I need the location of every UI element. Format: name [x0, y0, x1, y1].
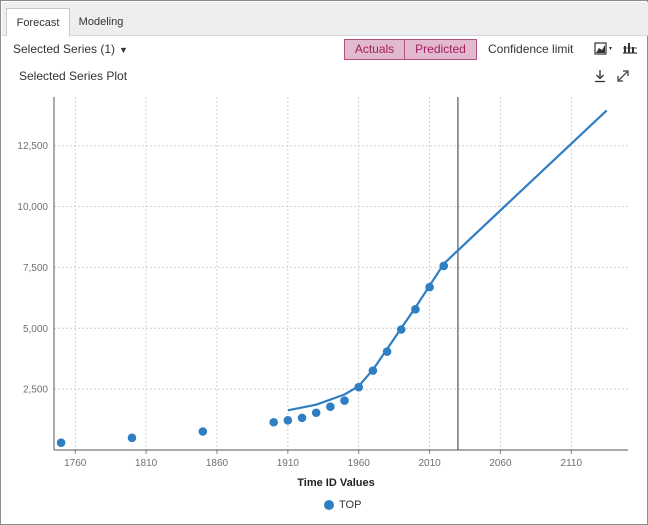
actual-data-point [269, 417, 278, 427]
predicted-series-line [287, 109, 608, 412]
x-tick-label: 1910 [277, 458, 300, 469]
x-tick-label: 1810 [135, 458, 158, 469]
actual-data-point [326, 402, 335, 411]
actuals-toggle[interactable]: Actuals [344, 39, 405, 60]
actual-data-point [340, 396, 349, 405]
actual-data-point [439, 261, 449, 271]
y-tick-label: 2,500 [23, 385, 48, 396]
tab-forecast[interactable]: Forecast [6, 8, 70, 37]
actual-data-point [425, 282, 434, 292]
x-tick-label: 2110 [561, 458, 583, 469]
y-tick-label: 10,000 [17, 202, 48, 213]
predicted-toggle[interactable]: Predicted [404, 39, 477, 60]
actual-data-point [56, 438, 66, 447]
series-selector[interactable]: Selected Series (1) ▼ [13, 42, 128, 56]
actual-data-point [283, 415, 293, 425]
chart-legend: TOP [324, 499, 361, 511]
legend-label-top: TOP [339, 499, 362, 511]
series-plot: 2,500 5,000 7,500 10,000 12,500 1760 1810 1860 1… [17, 97, 628, 489]
actual-data-point [396, 325, 406, 334]
x-tick-label: 2010 [418, 458, 441, 469]
actual-data-point [354, 382, 364, 392]
tab-bar: Forecast Modeling [2, 2, 648, 37]
x-tick-label: 1760 [64, 458, 87, 469]
legend-marker [324, 500, 334, 510]
actual-data-point [368, 366, 378, 375]
y-tick-label: 7,500 [23, 263, 48, 274]
bar-chart-options-icon[interactable] [622, 41, 638, 55]
actual-data-point [127, 433, 137, 443]
actual-data-point [198, 427, 208, 436]
actual-data-point [382, 347, 392, 356]
x-tick-label: 1860 [206, 458, 229, 469]
actual-data-point [411, 304, 420, 314]
x-tick-label: 1960 [348, 458, 371, 469]
area-chart-icon[interactable] [594, 42, 616, 56]
actual-data-point [297, 413, 307, 423]
expand-icon[interactable] [616, 69, 630, 83]
x-axis-label: Time ID Values [297, 477, 374, 489]
caret-down-icon: ▼ [119, 45, 128, 55]
download-icon[interactable] [593, 69, 607, 83]
y-tick-label: 5,000 [23, 324, 48, 335]
series-selector-label: Selected Series (1) [13, 42, 116, 56]
actual-data-point [311, 408, 321, 418]
y-tick-label: 12,500 [17, 141, 48, 152]
x-tick-label: 2060 [489, 458, 512, 469]
confidence-limit-toggle[interactable]: Confidence limit [488, 42, 574, 56]
tab-modeling[interactable]: Modeling [78, 16, 124, 28]
plot-title: Selected Series Plot [19, 69, 128, 83]
